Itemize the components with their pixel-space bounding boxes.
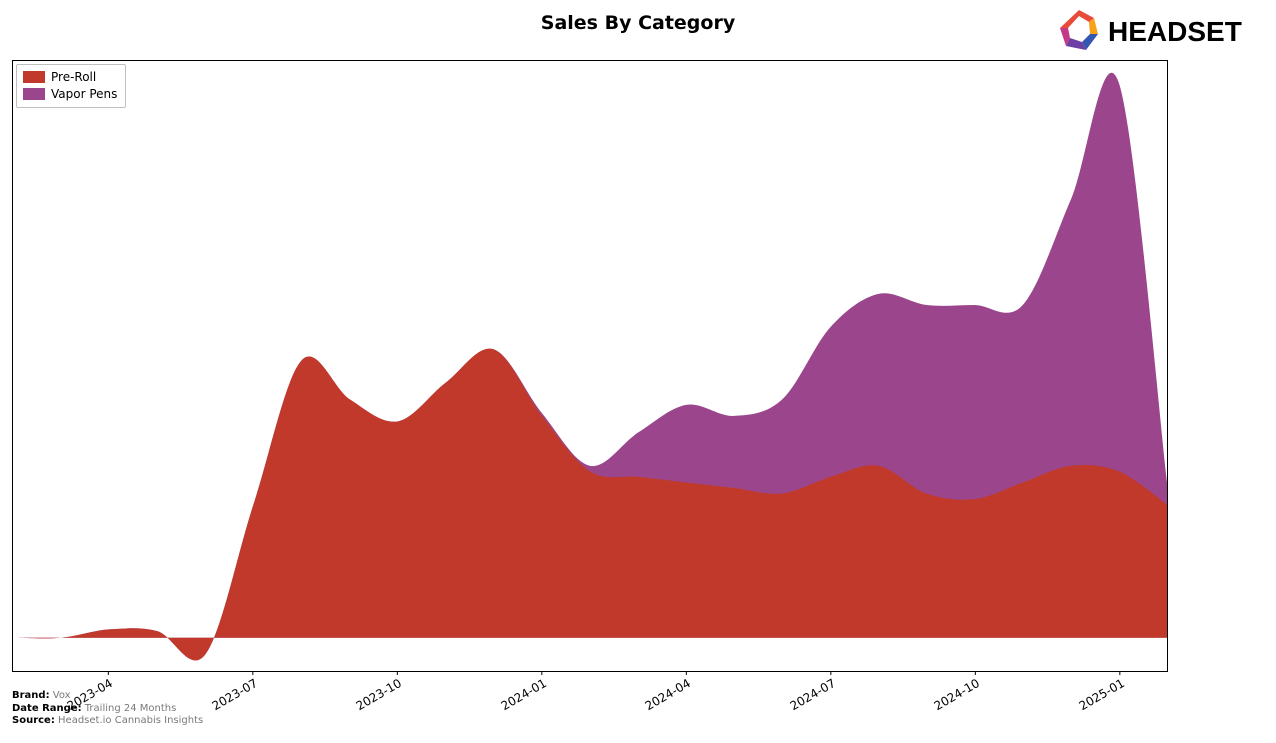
footer-label: Date Range:	[12, 703, 82, 714]
chart-svg	[13, 61, 1167, 671]
legend-label: Pre-Roll	[51, 69, 96, 86]
legend-item: Pre-Roll	[23, 69, 117, 86]
headset-logo-wordmark: HEADSET	[1108, 16, 1242, 47]
legend-label: Vapor Pens	[51, 86, 117, 103]
footer-row: Date Range: Trailing 24 Months	[12, 703, 203, 716]
footer-label: Source:	[12, 715, 55, 726]
x-tick-label: 2024-01	[498, 676, 548, 713]
legend-swatch	[23, 88, 45, 100]
headset-logo-icon	[1060, 10, 1098, 50]
x-tick-label: 2023-07	[209, 676, 259, 713]
x-tick-label: 2024-04	[643, 676, 693, 713]
footer-metadata: Brand: VoxDate Range: Trailing 24 Months…	[12, 690, 203, 728]
headset-logo: HEADSET	[1054, 6, 1264, 56]
legend: Pre-RollVapor Pens	[16, 64, 126, 108]
footer-value: Trailing 24 Months	[82, 703, 177, 714]
x-tick-label: 2025-01	[1076, 676, 1126, 713]
footer-value: Vox	[50, 690, 71, 701]
legend-swatch	[23, 71, 45, 83]
footer-row: Source: Headset.io Cannabis Insights	[12, 715, 203, 728]
x-tick-label: 2023-10	[354, 676, 404, 713]
x-tick-label: 2024-10	[932, 676, 982, 713]
legend-item: Vapor Pens	[23, 86, 117, 103]
plot-area	[12, 60, 1168, 672]
footer-label: Brand:	[12, 690, 50, 701]
footer-value: Headset.io Cannabis Insights	[55, 715, 203, 726]
footer-row: Brand: Vox	[12, 690, 203, 703]
x-tick-label: 2024-07	[787, 676, 837, 713]
